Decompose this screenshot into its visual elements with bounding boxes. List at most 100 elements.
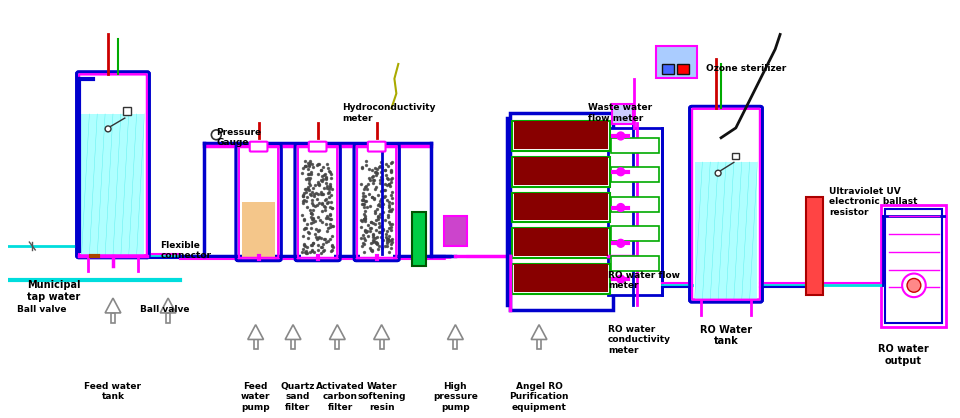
Point	[384, 236, 399, 243]
Point	[305, 206, 321, 213]
Point	[311, 181, 326, 187]
Point	[363, 245, 378, 252]
Point	[310, 161, 325, 168]
Point	[320, 199, 335, 205]
Point	[376, 194, 392, 201]
Bar	[515, 264, 608, 292]
Point	[324, 243, 340, 250]
Point	[319, 175, 334, 181]
Point	[320, 185, 335, 191]
Bar	[166, 313, 170, 323]
Point	[379, 235, 395, 242]
Point	[365, 177, 380, 184]
Point	[309, 195, 324, 202]
Bar	[360, 163, 394, 259]
Point	[305, 216, 321, 223]
Point	[300, 234, 316, 241]
Point	[300, 229, 316, 236]
Bar	[611, 256, 660, 270]
Point	[302, 182, 318, 189]
Bar	[111, 313, 115, 323]
FancyBboxPatch shape	[881, 205, 947, 327]
Bar	[611, 226, 660, 241]
Point	[370, 234, 385, 241]
Point	[314, 189, 329, 196]
Point	[359, 203, 374, 210]
Point	[316, 171, 331, 178]
Point	[312, 234, 327, 241]
Bar	[379, 339, 384, 349]
Point	[317, 235, 332, 242]
Point	[314, 219, 329, 226]
Point	[310, 214, 325, 220]
Point	[380, 181, 396, 188]
Text: Ball valve: Ball valve	[17, 305, 67, 314]
Point	[368, 209, 383, 216]
Point	[308, 190, 324, 196]
Bar	[694, 162, 757, 300]
Point	[369, 239, 384, 245]
Point	[382, 183, 397, 190]
Point	[323, 221, 338, 227]
Point	[304, 200, 320, 206]
Point	[361, 191, 376, 197]
Point	[360, 222, 375, 228]
Point	[310, 191, 325, 198]
Point	[302, 206, 318, 213]
Point	[298, 248, 313, 255]
Point	[298, 242, 313, 249]
Point	[310, 234, 325, 241]
Point	[311, 160, 326, 167]
Point	[323, 180, 338, 187]
Point	[305, 240, 321, 246]
Point	[376, 187, 392, 194]
Point	[372, 211, 388, 217]
Point	[375, 209, 391, 215]
Point	[369, 205, 384, 212]
Point	[368, 234, 383, 241]
Point	[363, 219, 378, 226]
Polygon shape	[373, 325, 390, 339]
Point	[322, 186, 337, 192]
Point	[306, 248, 322, 255]
Point	[300, 221, 315, 227]
Point	[357, 227, 372, 234]
Point	[314, 178, 329, 185]
Point	[301, 187, 317, 194]
Point	[321, 190, 336, 196]
Point	[297, 163, 312, 169]
Point	[310, 202, 325, 209]
Point	[305, 202, 321, 209]
Point	[353, 224, 369, 231]
Point	[372, 203, 388, 209]
Point	[299, 197, 314, 204]
Point	[367, 168, 382, 175]
Point	[368, 186, 383, 192]
Point	[301, 175, 317, 182]
Polygon shape	[105, 298, 121, 313]
Point	[311, 181, 326, 188]
Point	[316, 248, 331, 255]
Point	[313, 244, 328, 251]
Point	[374, 204, 390, 210]
Point	[379, 161, 395, 167]
FancyBboxPatch shape	[656, 46, 698, 78]
Point	[323, 212, 338, 219]
Point	[323, 216, 338, 222]
Point	[371, 200, 386, 207]
Point	[355, 240, 371, 247]
Text: High
pressure
pump: High pressure pump	[433, 382, 478, 412]
FancyBboxPatch shape	[239, 147, 278, 258]
Point	[380, 235, 396, 242]
Point	[296, 216, 311, 222]
Point	[297, 217, 312, 224]
Point	[369, 183, 384, 190]
Point	[357, 217, 372, 224]
Point	[316, 190, 331, 197]
Point	[324, 204, 340, 211]
Point	[304, 247, 320, 253]
Bar	[805, 197, 824, 295]
Point	[317, 197, 332, 204]
Point	[382, 181, 397, 188]
Point	[359, 198, 374, 204]
